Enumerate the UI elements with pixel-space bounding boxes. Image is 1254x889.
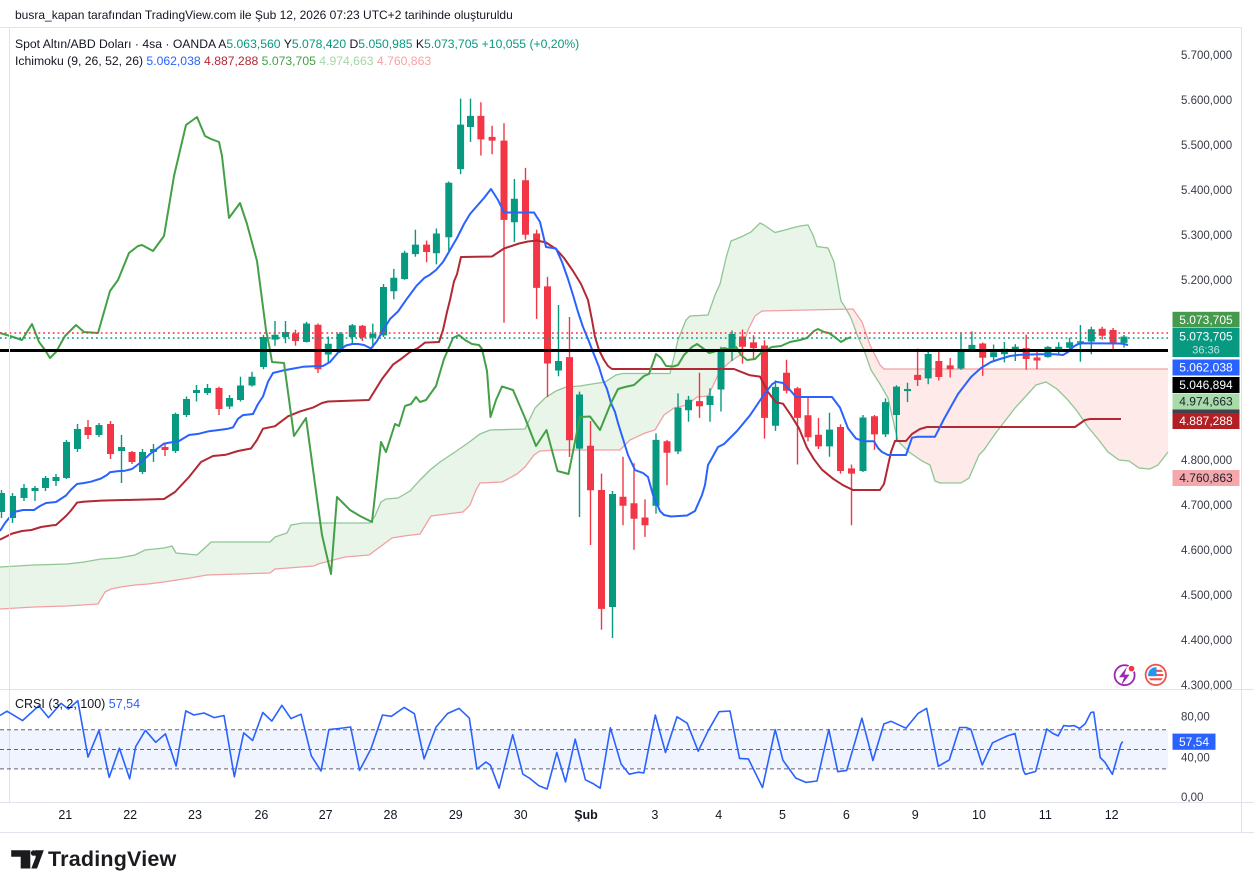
svg-text:12: 12	[1105, 808, 1119, 822]
svg-text:4.600,000: 4.600,000	[1181, 545, 1232, 557]
svg-text:5.200,000: 5.200,000	[1181, 275, 1232, 287]
svg-text:10: 10	[972, 808, 986, 822]
svg-text:TradingView: TradingView	[48, 847, 177, 871]
svg-text:30: 30	[514, 808, 528, 822]
svg-text:4.700,000: 4.700,000	[1181, 500, 1232, 512]
svg-text:Şub: Şub	[574, 808, 598, 822]
svg-text:4.974,663: 4.974,663	[1179, 395, 1233, 409]
svg-text:5.046,894: 5.046,894	[1179, 378, 1233, 392]
svg-text:5: 5	[779, 808, 786, 822]
svg-text:28: 28	[384, 808, 398, 822]
svg-text:4.760,863: 4.760,863	[1179, 471, 1233, 485]
svg-text:Ichimoku (9, 26, 52, 26) 5.062: Ichimoku (9, 26, 52, 26) 5.062,038 4.887…	[15, 54, 431, 68]
svg-text:11: 11	[1039, 808, 1052, 822]
svg-text:27: 27	[319, 808, 333, 822]
svg-text:5.500,000: 5.500,000	[1181, 140, 1232, 152]
svg-text:CRSI (3, 2, 100) 57,54: CRSI (3, 2, 100) 57,54	[15, 697, 140, 711]
svg-text:29: 29	[449, 808, 463, 822]
svg-text:5.062,038: 5.062,038	[1179, 361, 1233, 375]
svg-text:36:36: 36:36	[1192, 344, 1220, 356]
svg-text:5.300,000: 5.300,000	[1181, 230, 1232, 242]
svg-text:4.300,000: 4.300,000	[1181, 680, 1232, 692]
svg-text:6: 6	[843, 808, 850, 822]
svg-text:40,00: 40,00	[1181, 753, 1210, 765]
svg-text:4.400,000: 4.400,000	[1181, 635, 1232, 647]
svg-text:0,00: 0,00	[1181, 792, 1203, 804]
svg-text:4.800,000: 4.800,000	[1181, 455, 1232, 467]
svg-text:21: 21	[58, 808, 72, 822]
svg-text:4: 4	[715, 808, 722, 822]
svg-text:Spot Altın/ABD Doları · 4sa ·: Spot Altın/ABD Doları · 4sa · OANDA A5.0…	[15, 37, 579, 51]
svg-text:3: 3	[651, 808, 658, 822]
svg-text:busra_kapan tarafından Trading: busra_kapan tarafından TradingView.com i…	[15, 8, 513, 22]
svg-text:22: 22	[123, 808, 137, 822]
svg-text:26: 26	[254, 808, 268, 822]
svg-text:5.073,705: 5.073,705	[1179, 329, 1233, 343]
svg-text:5.700,000: 5.700,000	[1181, 50, 1232, 62]
svg-text:80,00: 80,00	[1181, 712, 1210, 724]
svg-text:4.887,288: 4.887,288	[1179, 414, 1233, 428]
svg-text:4.500,000: 4.500,000	[1181, 590, 1232, 602]
svg-text:5.600,000: 5.600,000	[1181, 95, 1232, 107]
svg-text:9: 9	[912, 808, 919, 822]
svg-text:23: 23	[188, 808, 202, 822]
svg-text:5.073,705: 5.073,705	[1179, 313, 1233, 327]
svg-text:5.400,000: 5.400,000	[1181, 185, 1232, 197]
svg-text:57,54: 57,54	[1179, 735, 1209, 749]
